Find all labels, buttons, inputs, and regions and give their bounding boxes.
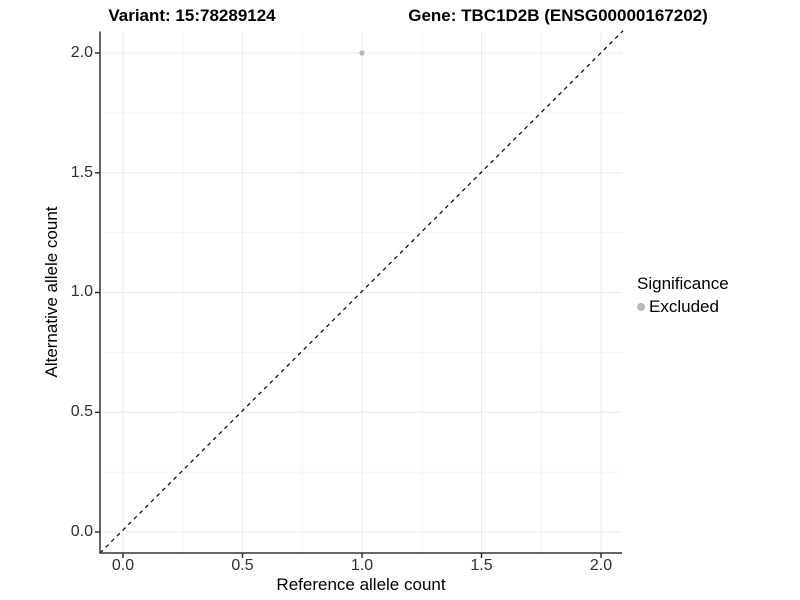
legend-item-label: Excluded — [649, 297, 719, 316]
tick-marks — [95, 52, 602, 558]
gene-title: Gene: TBC1D2B (ENSG00000167202) — [408, 6, 708, 25]
grid-major — [100, 32, 622, 553]
data-point-excluded — [359, 50, 365, 56]
y-tick-label: 0.0 — [70, 523, 93, 540]
excluded-dot-icon — [637, 303, 645, 311]
y-axis-title: Alternative allele count — [42, 206, 61, 378]
legend-title: Significance — [637, 274, 729, 293]
y-tick-label: 2.0 — [70, 44, 93, 61]
y-tick-label: 0.5 — [70, 403, 93, 420]
x-axis-title: Reference allele count — [276, 575, 446, 594]
grid-minor — [100, 32, 622, 553]
x-tick-label: 1.0 — [350, 557, 374, 574]
legend: Significance Excluded — [637, 274, 729, 317]
x-tick-label: 1.5 — [470, 557, 493, 574]
legend-item-excluded: Excluded — [637, 297, 729, 317]
x-tick-label: 2.0 — [589, 557, 613, 574]
x-tick-label: 0.0 — [111, 557, 135, 574]
identity-reference-line — [99, 30, 624, 554]
y-tick-label: 1.5 — [70, 164, 93, 181]
variant-title: Variant: 15:78289124 — [108, 6, 276, 25]
x-tick-label: 0.5 — [231, 557, 254, 574]
y-tick-label: 1.0 — [70, 283, 93, 300]
